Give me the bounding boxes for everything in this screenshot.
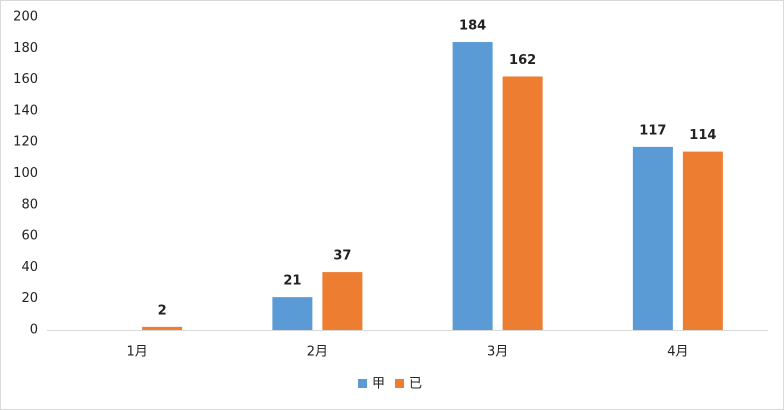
bar	[272, 297, 313, 330]
y-tick-label: 160	[13, 72, 38, 87]
bar	[322, 272, 363, 330]
x-tick-label: 3月	[487, 345, 508, 360]
value-label: 21	[283, 274, 301, 289]
y-tick-label: 80	[21, 197, 38, 212]
y-tick-label: 20	[21, 291, 38, 306]
y-tick-label: 200	[13, 10, 38, 25]
y-tick-label: 100	[13, 166, 38, 181]
y-tick-label: 40	[21, 260, 38, 275]
legend-label: 已	[409, 377, 422, 392]
y-tick-label: 60	[21, 229, 38, 244]
value-label: 37	[333, 249, 351, 264]
value-label: 162	[509, 53, 536, 68]
value-label: 117	[639, 123, 666, 138]
legend-label: 甲	[372, 377, 385, 392]
y-tick-label: 180	[13, 41, 38, 56]
value-label: 2	[158, 303, 167, 318]
legend-swatch	[358, 379, 367, 388]
value-label: 114	[689, 128, 716, 143]
bar	[632, 146, 673, 330]
y-tick-label: 140	[13, 103, 38, 118]
y-tick-label: 120	[13, 135, 38, 150]
bar	[142, 326, 183, 330]
bar	[682, 151, 723, 330]
legend-swatch	[395, 379, 404, 388]
x-tick-label: 2月	[307, 345, 328, 360]
value-label: 184	[459, 19, 486, 34]
bar	[452, 42, 493, 330]
y-tick-label: 0	[30, 323, 38, 338]
bar	[502, 76, 543, 330]
x-tick-label: 1月	[126, 345, 147, 360]
x-tick-label: 4月	[667, 345, 688, 360]
